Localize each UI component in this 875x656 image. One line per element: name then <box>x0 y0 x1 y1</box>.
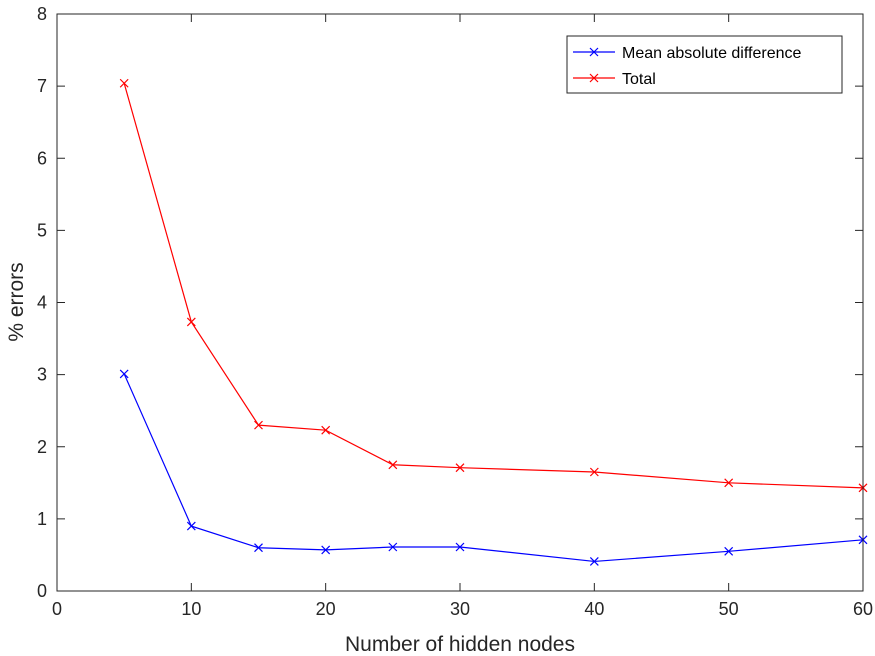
legend-marker <box>589 73 599 83</box>
data-point <box>254 543 263 553</box>
data-point <box>724 478 734 488</box>
data-point <box>321 545 331 555</box>
marker-stroke <box>388 542 398 552</box>
marker-stroke <box>724 478 734 488</box>
data-point <box>186 521 196 531</box>
y-tick-label: 1 <box>37 509 47 529</box>
data-point <box>589 467 599 477</box>
legend-label: Mean absolute difference <box>622 45 801 62</box>
marker-stroke <box>589 73 599 83</box>
marker-stroke <box>589 467 599 477</box>
y-axis-label: % errors <box>5 262 28 341</box>
marker-stroke <box>321 545 331 555</box>
marker-stroke <box>455 542 465 552</box>
marker-stroke <box>186 317 196 327</box>
x-tick-label: 50 <box>719 599 739 619</box>
y-tick-label: 8 <box>37 4 47 24</box>
data-point <box>388 460 398 470</box>
legend: Mean absolute difference Total <box>566 35 843 94</box>
marker-stroke <box>186 521 196 531</box>
marker-stroke <box>589 47 599 57</box>
marker-stroke <box>254 420 263 430</box>
x-tick-label: 10 <box>181 599 201 619</box>
data-point <box>589 557 599 566</box>
y-tick-label: 7 <box>37 76 47 96</box>
data-point <box>321 425 331 435</box>
data-point <box>119 78 129 88</box>
data-point <box>186 317 196 327</box>
marker-stroke <box>589 557 599 566</box>
marker-stroke <box>119 369 129 379</box>
marker-stroke <box>388 460 398 470</box>
marker-stroke <box>119 78 129 88</box>
x-tick-label: 0 <box>52 599 62 619</box>
x-tick-label: 20 <box>316 599 336 619</box>
y-tick-label: 5 <box>37 220 47 240</box>
data-point <box>254 420 263 430</box>
marker-stroke <box>321 425 331 435</box>
legend-label: Total <box>622 71 656 88</box>
y-tick-label: 6 <box>37 148 47 168</box>
data-point <box>119 369 129 379</box>
marker-stroke <box>455 463 465 473</box>
y-tick-label: 0 <box>37 581 47 601</box>
x-axis-label: Number of hidden nodes <box>345 633 575 656</box>
series-1 <box>119 78 868 493</box>
data-point <box>724 546 734 556</box>
x-tick-label: 60 <box>853 599 873 619</box>
x-tick-label: 40 <box>584 599 604 619</box>
data-point <box>455 542 465 552</box>
marker-stroke <box>254 543 263 553</box>
marker-stroke <box>724 546 734 556</box>
legend-box <box>566 35 843 94</box>
data-point <box>388 542 398 552</box>
x-tick-label: 30 <box>450 599 470 619</box>
y-tick-label: 2 <box>37 437 47 457</box>
data-point <box>455 463 465 473</box>
y-tick-label: 3 <box>37 365 47 385</box>
y-tick-label: 4 <box>37 293 47 313</box>
legend-marker <box>589 47 599 57</box>
plot-area <box>57 14 863 591</box>
